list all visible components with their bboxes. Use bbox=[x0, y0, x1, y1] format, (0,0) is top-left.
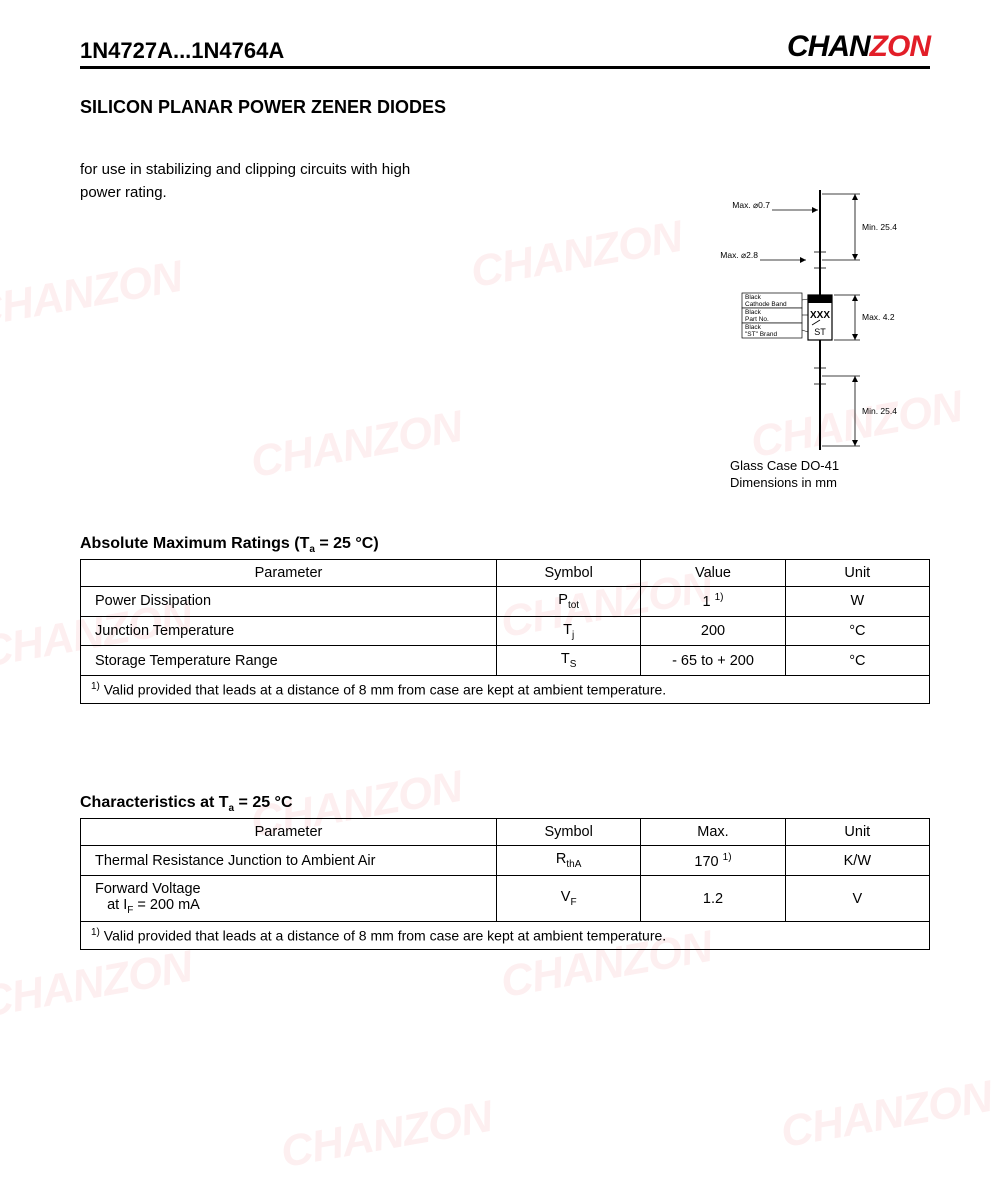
symbol-cell: Ptot bbox=[497, 586, 641, 616]
svg-text:Max. ⌀2.8: Max. ⌀2.8 bbox=[720, 250, 758, 260]
param-cell: Storage Temperature Range bbox=[81, 646, 497, 676]
col-header: Symbol bbox=[497, 819, 641, 846]
caption-line: Glass Case DO-41 bbox=[730, 458, 839, 473]
caption-line: Dimensions in mm bbox=[730, 475, 837, 490]
table-row: Power Dissipation Ptot 1 1) W bbox=[81, 586, 930, 616]
svg-text:Black: Black bbox=[745, 309, 762, 316]
description: for use in stabilizing and clipping circ… bbox=[80, 158, 540, 205]
description-line: power rating. bbox=[80, 184, 167, 201]
table-row: Thermal Resistance Junction to Ambient A… bbox=[81, 846, 930, 876]
part-range: 1N4727A...1N4764A bbox=[80, 38, 284, 64]
value-cell: 200 bbox=[641, 616, 785, 646]
col-header: Max. bbox=[641, 819, 785, 846]
table-footnote-row: 1) Valid provided that leads at a distan… bbox=[81, 921, 930, 949]
characteristics-table: Parameter Symbol Max. Unit Thermal Resis… bbox=[80, 818, 930, 949]
col-header: Parameter bbox=[81, 819, 497, 846]
svg-text:Black: Black bbox=[745, 294, 762, 301]
param-cell: Junction Temperature bbox=[81, 616, 497, 646]
diode-outline-svg: XXX ST Max. ⌀0.7 Max. ⌀2.8 Min. 25.4 bbox=[690, 190, 930, 450]
unit-cell: °C bbox=[785, 646, 929, 676]
title-text: = 25 °C bbox=[234, 794, 292, 811]
svg-text:ST: ST bbox=[814, 327, 826, 337]
svg-text:Min. 25.4: Min. 25.4 bbox=[862, 406, 897, 416]
unit-cell: °C bbox=[785, 616, 929, 646]
brand-red: ZON bbox=[870, 30, 930, 63]
title-text: Absolute Maximum Ratings (T bbox=[80, 535, 309, 552]
table-header-row: Parameter Symbol Value Unit bbox=[81, 559, 930, 586]
svg-text:Black: Black bbox=[745, 324, 762, 331]
col-header: Symbol bbox=[497, 559, 641, 586]
table-header-row: Parameter Symbol Max. Unit bbox=[81, 819, 930, 846]
symbol-cell: VF bbox=[497, 876, 641, 922]
table-row: Storage Temperature Range TS - 65 to + 2… bbox=[81, 646, 930, 676]
unit-cell: V bbox=[785, 876, 929, 922]
title-text: = 25 °C) bbox=[315, 535, 379, 552]
value-cell: 1.2 bbox=[641, 876, 785, 922]
watermark: CHANZON bbox=[777, 1072, 995, 1158]
svg-text:Max. 4.2: Max. 4.2 bbox=[862, 312, 895, 322]
footnote-cell: 1) Valid provided that leads at a distan… bbox=[81, 676, 930, 704]
svg-text:Min. 25.4: Min. 25.4 bbox=[862, 222, 897, 232]
value-cell: 1 1) bbox=[641, 586, 785, 616]
unit-cell: K/W bbox=[785, 846, 929, 876]
value-cell: 170 1) bbox=[641, 846, 785, 876]
symbol-cell: RthA bbox=[497, 846, 641, 876]
table-row: Junction Temperature Tj 200 °C bbox=[81, 616, 930, 646]
package-diagram: XXX ST Max. ⌀0.7 Max. ⌀2.8 Min. 25.4 bbox=[690, 190, 930, 492]
svg-text:"ST" Brand: "ST" Brand bbox=[745, 331, 777, 338]
col-header: Value bbox=[641, 559, 785, 586]
svg-text:Part No.: Part No. bbox=[745, 316, 769, 323]
brand-logo: CHANZON bbox=[787, 30, 930, 64]
svg-text:XXX: XXX bbox=[810, 310, 830, 321]
absolute-max-ratings-table: Parameter Symbol Value Unit Power Dissip… bbox=[80, 559, 930, 704]
param-cell: Power Dissipation bbox=[81, 586, 497, 616]
col-header: Unit bbox=[785, 819, 929, 846]
unit-cell: W bbox=[785, 586, 929, 616]
description-line: for use in stabilizing and clipping circ… bbox=[80, 161, 410, 178]
footnote-cell: 1) Valid provided that leads at a distan… bbox=[81, 921, 930, 949]
symbol-cell: Tj bbox=[497, 616, 641, 646]
value-cell: - 65 to + 200 bbox=[641, 646, 785, 676]
svg-text:Max. ⌀0.7: Max. ⌀0.7 bbox=[732, 200, 770, 210]
table1-title: Absolute Maximum Ratings (Ta = 25 °C) bbox=[80, 535, 930, 555]
page-header: 1N4727A...1N4764A CHANZON bbox=[80, 30, 930, 69]
title-text: Characteristics at T bbox=[80, 794, 229, 811]
col-header: Unit bbox=[785, 559, 929, 586]
diagram-caption: Glass Case DO-41 Dimensions in mm bbox=[730, 458, 930, 492]
param-cell: Thermal Resistance Junction to Ambient A… bbox=[81, 846, 497, 876]
symbol-cell: TS bbox=[497, 646, 641, 676]
page-subtitle: SILICON PLANAR POWER ZENER DIODES bbox=[80, 97, 930, 118]
table-row: Forward Voltage at IF = 200 mA VF 1.2 V bbox=[81, 876, 930, 922]
watermark: CHANZON bbox=[277, 1092, 495, 1178]
table2-title: Characteristics at Ta = 25 °C bbox=[80, 794, 930, 814]
svg-text:Cathode Band: Cathode Band bbox=[745, 301, 787, 308]
table-footnote-row: 1) Valid provided that leads at a distan… bbox=[81, 676, 930, 704]
param-cell: Forward Voltage at IF = 200 mA bbox=[81, 876, 497, 922]
brand-black: CHAN bbox=[787, 30, 870, 63]
col-header: Parameter bbox=[81, 559, 497, 586]
